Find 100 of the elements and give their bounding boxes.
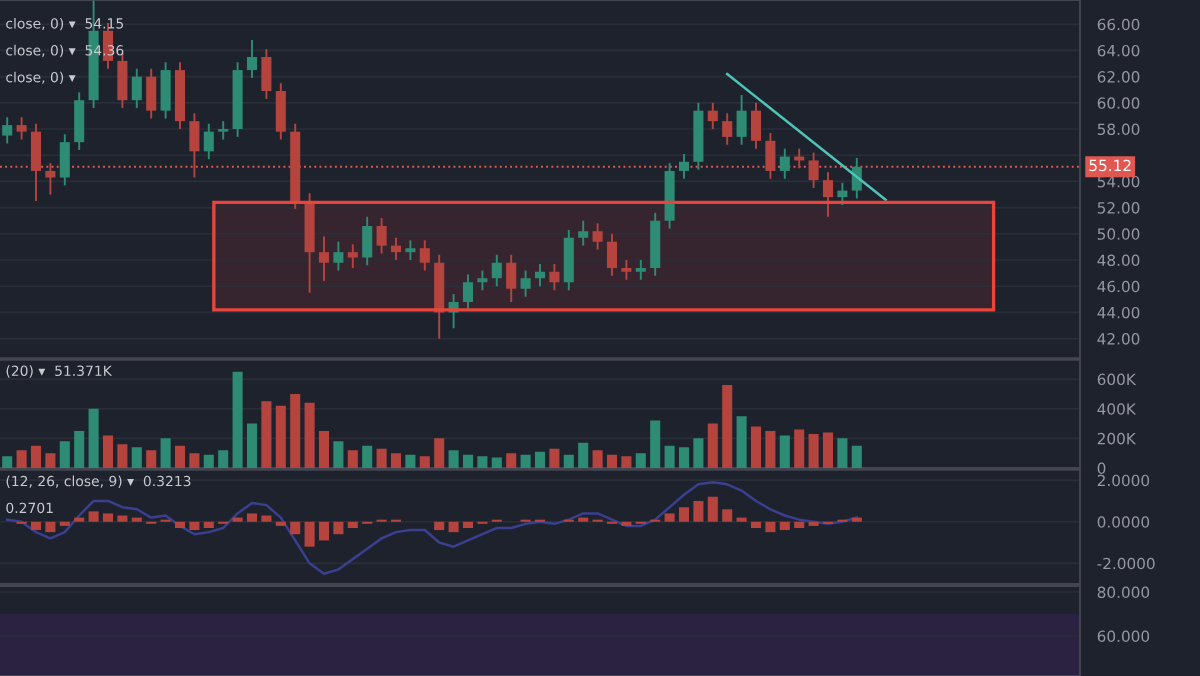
candlestick: [837, 181, 848, 206]
bar: [189, 521, 200, 531]
bar: [88, 408, 99, 468]
bar: [693, 438, 704, 468]
bar: [765, 430, 776, 468]
bar: [203, 521, 214, 528]
bar: [318, 521, 330, 541]
bar: [261, 401, 272, 468]
bar: [102, 435, 114, 468]
candlestick: [160, 61, 171, 120]
bar: [2, 456, 13, 468]
bar: [462, 454, 474, 468]
candlestick: [563, 228, 574, 292]
bar: [232, 371, 243, 468]
bar: [462, 521, 474, 528]
candlestick: [16, 116, 27, 141]
candlestick: [333, 240, 344, 272]
candlestick: [131, 67, 142, 110]
candlestick: [621, 259, 632, 281]
bar: [304, 521, 315, 547]
bar: [491, 457, 502, 468]
candlestick: [318, 235, 330, 282]
bar: [117, 515, 128, 522]
bar: [333, 441, 344, 468]
candlestick: [650, 211, 661, 277]
candlestick: [606, 232, 618, 277]
bar: [45, 453, 56, 468]
bar: [189, 453, 200, 468]
bar: [621, 456, 632, 468]
bar: [779, 435, 790, 468]
candlestick: [520, 269, 531, 298]
bar: [59, 441, 70, 468]
bar: [707, 496, 718, 522]
bar: [664, 445, 675, 468]
bar: [261, 515, 272, 522]
bar: [549, 448, 560, 468]
bar: [218, 450, 229, 468]
candlestick: [549, 262, 560, 292]
bar: [419, 456, 430, 468]
candlestick: [534, 262, 546, 288]
bar: [333, 521, 344, 535]
bar: [45, 521, 56, 533]
candlestick: [678, 152, 690, 180]
bar: [506, 453, 517, 468]
bar: [405, 454, 416, 468]
candlestick: [362, 215, 373, 267]
bar: [304, 402, 315, 468]
bar: [434, 521, 445, 531]
candlestick: [506, 253, 517, 303]
bar: [794, 429, 805, 468]
bar: [74, 430, 85, 468]
bar: [131, 447, 142, 468]
candlestick: [750, 101, 762, 150]
bar: [376, 448, 387, 468]
bar: [434, 438, 445, 468]
candlestick: [275, 82, 286, 141]
candlestick: [203, 122, 214, 161]
candlestick: [189, 112, 200, 179]
candlestick: [117, 52, 128, 110]
bar: [16, 450, 27, 468]
bar: [477, 456, 488, 468]
bar: [592, 450, 603, 468]
candlestick: [722, 112, 733, 146]
bar: [448, 450, 459, 468]
bar: [650, 420, 661, 468]
bar: [290, 393, 301, 468]
bar: [146, 450, 157, 468]
bar: [347, 450, 358, 468]
bar: [88, 511, 99, 522]
bar: [578, 442, 589, 468]
candlestick: [592, 222, 603, 251]
bar: [30, 521, 42, 531]
candlestick: [45, 162, 56, 196]
candlestick: [146, 67, 157, 120]
bar: [318, 430, 330, 468]
candlestick: [246, 38, 258, 79]
bar: [174, 521, 186, 528]
bar: [448, 521, 459, 533]
bar: [390, 453, 402, 468]
bar: [808, 433, 819, 468]
bar: [707, 423, 718, 468]
candlestick: [578, 219, 589, 247]
bar: [117, 444, 128, 468]
candlestick: [405, 239, 416, 261]
candlestick: [2, 116, 13, 145]
candlestick: [74, 91, 85, 151]
candlestick: [635, 259, 646, 281]
candlestick: [491, 253, 502, 288]
candlestick: [765, 131, 776, 180]
bar: [822, 432, 834, 468]
bar: [750, 521, 762, 528]
bar: [102, 513, 114, 522]
bar: [736, 416, 747, 468]
candlestick: [218, 120, 229, 141]
candlestick: [822, 171, 834, 218]
candlestick: [477, 269, 488, 292]
bar: [794, 521, 805, 528]
bar: [563, 454, 574, 468]
bar: [851, 445, 862, 468]
bar: [678, 507, 690, 522]
